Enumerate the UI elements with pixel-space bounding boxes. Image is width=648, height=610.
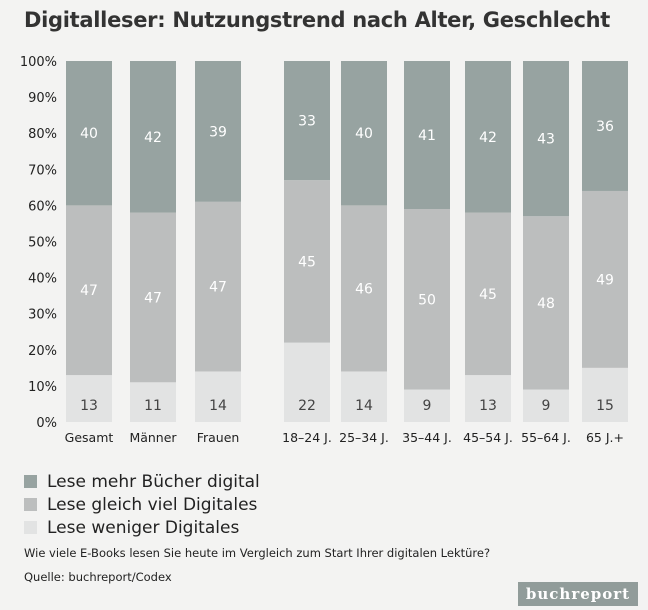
- bar-segment-mehr: [341, 61, 387, 206]
- x-tick-label: 45–54 J.: [463, 430, 513, 445]
- bar-segment-weniger: [284, 342, 330, 422]
- y-tick-label: 50%: [28, 236, 57, 251]
- stacked-bar-chart: 0% 10% 20% 30% 40% 50% 60% 70% 80% 90% 100% 13 47 40 G…: [20, 55, 628, 445]
- bar-value-label-mehr: 40: [355, 126, 373, 142]
- y-tick-label: 10%: [28, 380, 57, 395]
- x-tick-label: Männer: [129, 430, 177, 445]
- legend-item-weniger: Lese weniger Digitales: [24, 516, 260, 539]
- bar-value-label-mehr: 41: [418, 128, 436, 144]
- bar-value-label-weniger: 13: [479, 398, 497, 414]
- y-tick-label: 30%: [28, 308, 57, 323]
- bar-value-label-mehr: 33: [298, 114, 316, 130]
- bar-value-label-gleich: 45: [479, 287, 497, 303]
- bar-value-label-gleich: 47: [80, 283, 98, 299]
- bar-segment-mehr: [130, 61, 176, 213]
- bar-value-label-mehr: 36: [596, 119, 614, 135]
- bar-segment-gleich: [582, 190, 628, 368]
- bar-segment-weniger: [195, 371, 241, 422]
- y-tick-label: 90%: [28, 91, 57, 106]
- bar-value-label-mehr: 39: [209, 124, 227, 140]
- legend-swatch-weniger: [24, 521, 37, 534]
- x-tick-label: 65 J.+: [586, 430, 624, 445]
- bar-segment-weniger: [130, 382, 176, 422]
- bar-segment-mehr: [465, 61, 511, 213]
- bar-value-label-weniger: 15: [596, 398, 614, 414]
- bar-segment-gleich: [130, 212, 176, 383]
- bar-value-label-mehr: 40: [80, 126, 98, 142]
- bar-value-label-gleich: 48: [537, 296, 555, 312]
- bar-value-label-weniger: 11: [144, 398, 162, 414]
- bar-value-label-gleich: 50: [418, 292, 436, 308]
- chart-title: Digitalleser: Nutzungstrend nach Alter, …: [24, 8, 611, 32]
- bar-segment-gleich: [284, 180, 330, 343]
- bar-segment-mehr: [195, 61, 241, 202]
- bar-value-label-gleich: 47: [209, 280, 227, 296]
- bar-segment-weniger: [582, 367, 628, 422]
- legend-label-gleich: Lese gleich viel Digitales: [47, 494, 258, 515]
- y-tick-label: 60%: [28, 199, 57, 214]
- bar-value-label-gleich: 45: [298, 254, 316, 270]
- bar-value-label-weniger: 13: [80, 398, 98, 414]
- bar-value-label-weniger: 14: [355, 398, 373, 414]
- bar-segment-mehr: [523, 61, 569, 217]
- legend: Lese mehr Bücher digital Lese gleich vie…: [24, 470, 260, 539]
- bar-value-label-weniger: 9: [542, 398, 551, 414]
- x-tick-label: Frauen: [197, 430, 240, 445]
- bar-value-label-gleich: 46: [355, 281, 373, 297]
- bar-value-label-mehr: 42: [144, 130, 162, 146]
- source-note: Quelle: buchreport/Codex: [24, 570, 172, 584]
- y-tick-label: 70%: [28, 163, 57, 178]
- bar-segment-gleich: [523, 216, 569, 390]
- y-tick-label: 0%: [36, 416, 57, 431]
- bar-segment-mehr: [284, 61, 330, 181]
- bar-value-label-gleich: 47: [144, 290, 162, 306]
- legend-swatch-mehr: [24, 475, 37, 488]
- survey-question: Wie viele E-Books lesen Sie heute im Ver…: [24, 546, 491, 560]
- bar-value-label-weniger: 9: [423, 398, 432, 414]
- y-tick-label: 20%: [28, 344, 57, 359]
- bar-segment-weniger: [341, 371, 387, 422]
- bar-segment-mehr: [404, 61, 450, 210]
- x-tick-label: 25–34 J.: [339, 430, 389, 445]
- bar-segment-gleich: [465, 212, 511, 376]
- x-tick-label: 18–24 J.: [282, 430, 332, 445]
- bar-segment-weniger: [523, 389, 569, 422]
- brand-logo: buchreport: [518, 582, 638, 606]
- bar-segment-mehr: [582, 61, 628, 191]
- bar-segment-gleich: [341, 205, 387, 372]
- bar-value-label-weniger: 22: [298, 398, 316, 414]
- bar-segment-weniger: [404, 389, 450, 422]
- bar-value-label-mehr: 42: [479, 130, 497, 146]
- y-tick-label: 40%: [28, 272, 57, 287]
- bar-segment-weniger: [66, 375, 112, 422]
- legend-label-weniger: Lese weniger Digitales: [47, 517, 240, 538]
- legend-item-gleich: Lese gleich viel Digitales: [24, 493, 260, 516]
- x-tick-label: 55–64 J.: [521, 430, 571, 445]
- bar-value-label-weniger: 14: [209, 398, 227, 414]
- bar-segment-mehr: [66, 61, 112, 206]
- legend-item-mehr: Lese mehr Bücher digital: [24, 470, 260, 493]
- bar-value-label-gleich: 49: [596, 272, 614, 288]
- bar-value-label-mehr: 43: [537, 132, 555, 148]
- bar-segment-weniger: [465, 375, 511, 422]
- legend-label-mehr: Lese mehr Bücher digital: [47, 471, 260, 492]
- legend-swatch-gleich: [24, 498, 37, 511]
- bar-segment-gleich: [195, 201, 241, 372]
- y-tick-label: 100%: [20, 55, 57, 70]
- x-tick-label: 35–44 J.: [402, 430, 452, 445]
- y-tick-label: 80%: [28, 127, 57, 142]
- bar-segment-gleich: [66, 205, 112, 376]
- x-tick-label: Gesamt: [65, 430, 114, 445]
- bar-segment-gleich: [404, 209, 450, 390]
